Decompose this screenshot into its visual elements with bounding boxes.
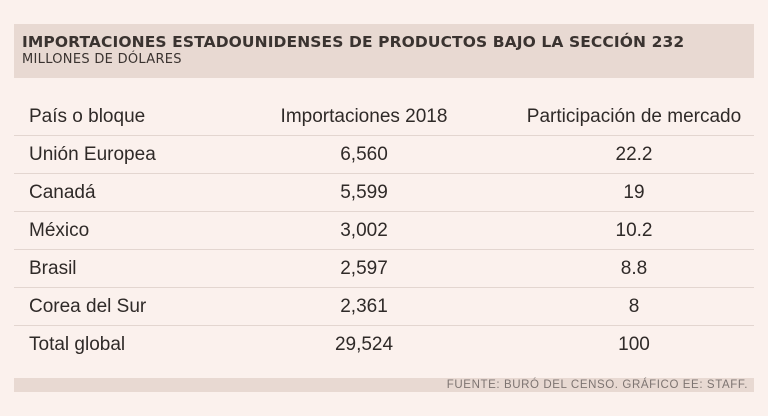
imports-cell: 3,002 [340, 220, 388, 241]
imports-table: País o bloque Importaciones 2018 Partici… [14, 98, 754, 364]
table-header-row: País o bloque Importaciones 2018 Partici… [14, 98, 754, 136]
share-cell: 22.2 [615, 144, 653, 165]
imports-cell: 6,560 [340, 144, 388, 165]
imports-cell: 29,524 [334, 334, 394, 355]
table-row: Unión Europea 6,560 22.2 [14, 136, 754, 174]
imports-cell: 2,597 [340, 258, 388, 279]
column-header-country: País o bloque [29, 106, 146, 127]
share-cell: 10.2 [615, 220, 653, 241]
page-subtitle: MILLONES DE DÓLARES [22, 52, 182, 67]
share-cell: 100 [618, 334, 650, 355]
country-cell: Canadá [29, 182, 96, 203]
country-cell: Total global [29, 334, 126, 355]
imports-cell: 2,361 [340, 296, 388, 317]
imports-cell: 5,599 [340, 182, 388, 203]
source-credit: FUENTE: BURÓ DEL CENSO. GRÁFICO EE: STAF… [446, 379, 748, 391]
footer-band: FUENTE: BURÓ DEL CENSO. GRÁFICO EE: STAF… [14, 378, 754, 392]
table-row: Canadá 5,599 19 [14, 174, 754, 212]
country-cell: México [29, 220, 90, 241]
share-cell: 8 [628, 296, 640, 317]
share-cell: 8.8 [620, 258, 648, 279]
table-row: México 3,002 10.2 [14, 212, 754, 250]
country-cell: Unión Europea [29, 144, 156, 165]
column-header-share: Participación de mercado [526, 106, 742, 127]
table-total-row: Total global 29,524 100 [14, 326, 754, 364]
title-band: IMPORTACIONES ESTADOUNIDENSES DE PRODUCT… [14, 24, 754, 78]
page-title: IMPORTACIONES ESTADOUNIDENSES DE PRODUCT… [22, 33, 685, 51]
column-header-imports: Importaciones 2018 [280, 106, 448, 127]
country-cell: Corea del Sur [29, 296, 147, 317]
country-cell: Brasil [29, 258, 77, 279]
table-row: Corea del Sur 2,361 8 [14, 288, 754, 326]
share-cell: 19 [623, 182, 645, 203]
table-row: Brasil 2,597 8.8 [14, 250, 754, 288]
